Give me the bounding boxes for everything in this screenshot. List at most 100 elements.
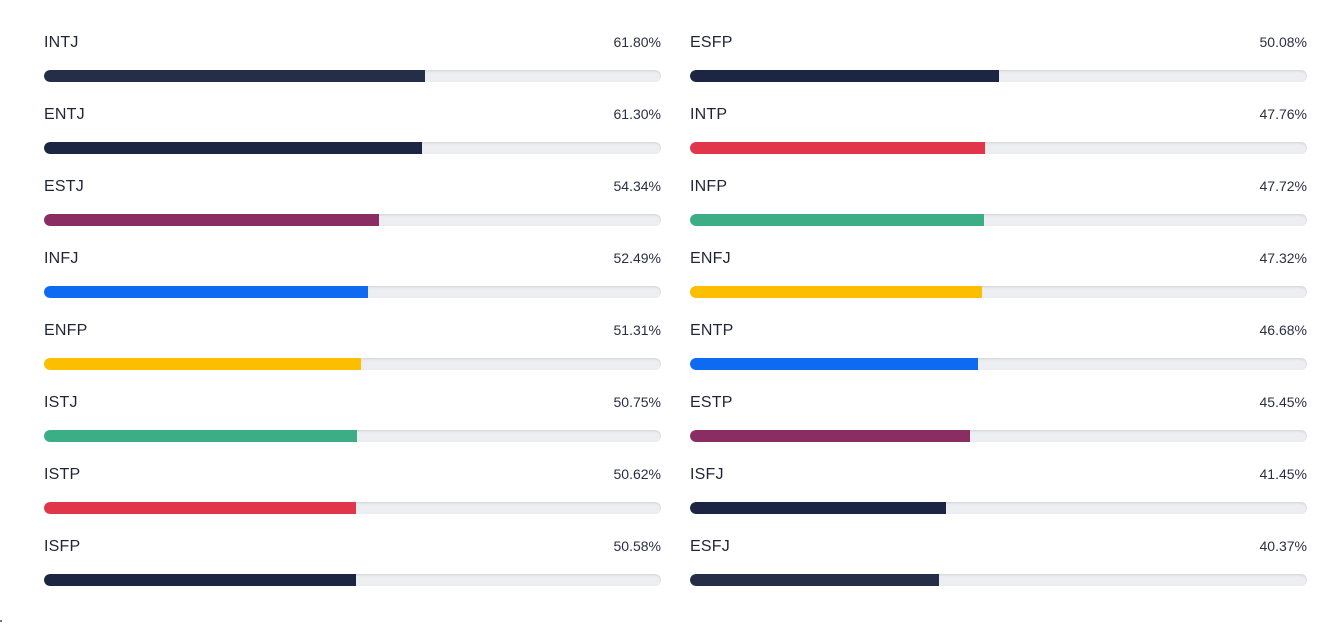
- progress-fill: [690, 502, 946, 514]
- percent-value: 50.58%: [613, 538, 661, 554]
- progress-item-estp: ESTP 45.45%: [690, 394, 1307, 466]
- progress-fill: [44, 502, 357, 514]
- progress-track: [690, 574, 1307, 586]
- percent-value: 47.72%: [1259, 178, 1307, 194]
- type-label: INTJ: [44, 34, 79, 51]
- percent-value: 46.68%: [1259, 322, 1307, 338]
- percent-value: 51.31%: [613, 322, 661, 338]
- progress-item-header: ESTJ 54.34%: [44, 178, 661, 202]
- progress-track: [690, 70, 1307, 82]
- progress-item-estj: ESTJ 54.34%: [44, 178, 661, 250]
- left-column: INTJ 61.80% ENTJ 61.30% ESTJ 54.34% INFJ 52.49%…: [44, 34, 661, 610]
- progress-track: [44, 70, 661, 82]
- progress-fill: [44, 142, 423, 154]
- progress-item-header: ISTJ 50.75%: [44, 394, 661, 418]
- progress-track: [690, 286, 1307, 298]
- progress-fill: [690, 214, 985, 226]
- percent-value: 41.45%: [1259, 466, 1307, 482]
- type-label: ISTJ: [44, 394, 78, 411]
- percent-value: 50.62%: [613, 466, 661, 482]
- type-label: ESFP: [690, 34, 733, 51]
- type-label: ENFP: [44, 322, 88, 339]
- progress-item-isfp: ISFP 50.58%: [44, 538, 661, 610]
- percent-value: 47.32%: [1259, 250, 1307, 266]
- progress-fill: [690, 286, 982, 298]
- progress-track: [690, 358, 1307, 370]
- progress-item-header: ENFP 51.31%: [44, 322, 661, 346]
- progress-fill: [690, 430, 971, 442]
- type-label: ESTP: [690, 394, 733, 411]
- percent-value: 50.08%: [1259, 34, 1307, 50]
- percent-value: 52.49%: [613, 250, 661, 266]
- progress-item-header: ENFJ 47.32%: [690, 250, 1307, 274]
- progress-fill: [44, 214, 380, 226]
- type-label: ISFJ: [690, 466, 724, 483]
- progress-item-header: ISTP 50.62%: [44, 466, 661, 490]
- percent-value: 50.75%: [613, 394, 661, 410]
- type-label: ISTP: [44, 466, 81, 483]
- type-label: ESTJ: [44, 178, 84, 195]
- progress-item-isfj: ISFJ 41.45%: [690, 466, 1307, 538]
- type-label: ENTJ: [44, 106, 85, 123]
- progress-item-intp: INTP 47.76%: [690, 106, 1307, 178]
- progress-fill: [690, 574, 940, 586]
- progress-item-infp: INFP 47.72%: [690, 178, 1307, 250]
- progress-item-enfj: ENFJ 47.32%: [690, 250, 1307, 322]
- progress-item-intj: INTJ 61.80%: [44, 34, 661, 106]
- progress-item-header: INFJ 52.49%: [44, 250, 661, 274]
- progress-fill: [690, 70, 999, 82]
- percent-value: 47.76%: [1259, 106, 1307, 122]
- progress-item-header: ENTP 46.68%: [690, 322, 1307, 346]
- progress-item-entp: ENTP 46.68%: [690, 322, 1307, 394]
- progress-item-header: ESTP 45.45%: [690, 394, 1307, 418]
- progress-track: [690, 214, 1307, 226]
- progress-item-header: INTJ 61.80%: [44, 34, 661, 58]
- progress-fill: [690, 358, 978, 370]
- percent-value: 45.45%: [1259, 394, 1307, 410]
- progress-fill: [44, 574, 357, 586]
- progress-track: [44, 574, 661, 586]
- percent-value: 40.37%: [1259, 538, 1307, 554]
- progress-item-header: ISFP 50.58%: [44, 538, 661, 562]
- percent-value: 54.34%: [613, 178, 661, 194]
- progress-fill: [690, 142, 985, 154]
- type-label: INTP: [690, 106, 728, 123]
- progress-track: [690, 142, 1307, 154]
- type-label: INFJ: [44, 250, 79, 267]
- progress-item-enfp: ENFP 51.31%: [44, 322, 661, 394]
- progress-item-header: INFP 47.72%: [690, 178, 1307, 202]
- progress-item-esfj: ESFJ 40.37%: [690, 538, 1307, 610]
- progress-track: [44, 502, 661, 514]
- personality-bars: INTJ 61.80% ENTJ 61.30% ESTJ 54.34% INFJ 52.49%…: [44, 34, 1307, 610]
- type-label: ESFJ: [690, 538, 730, 555]
- right-column: ESFP 50.08% INTP 47.76% INFP 47.72% ENFJ 47.32%…: [690, 34, 1307, 610]
- percent-value: 61.30%: [613, 106, 661, 122]
- progress-item-header: ISFJ 41.45%: [690, 466, 1307, 490]
- type-label: ENTP: [690, 322, 734, 339]
- progress-track: [44, 142, 661, 154]
- percent-value: 61.80%: [613, 34, 661, 50]
- progress-fill: [44, 286, 368, 298]
- progress-fill: [44, 430, 358, 442]
- progress-track: [44, 286, 661, 298]
- progress-fill: [44, 70, 426, 82]
- progress-track: [44, 358, 661, 370]
- progress-track: [690, 430, 1307, 442]
- progress-track: [690, 502, 1307, 514]
- progress-item-header: ENTJ 61.30%: [44, 106, 661, 130]
- progress-track: [44, 430, 661, 442]
- progress-item-header: INTP 47.76%: [690, 106, 1307, 130]
- progress-item-entj: ENTJ 61.30%: [44, 106, 661, 178]
- progress-item-header: ESFJ 40.37%: [690, 538, 1307, 562]
- type-label: ISFP: [44, 538, 81, 555]
- type-label: INFP: [690, 178, 728, 195]
- progress-item-istj: ISTJ 50.75%: [44, 394, 661, 466]
- corner-mark: [0, 620, 2, 622]
- progress-track: [44, 214, 661, 226]
- type-label: ENFJ: [690, 250, 731, 267]
- progress-fill: [44, 358, 361, 370]
- progress-item-istp: ISTP 50.62%: [44, 466, 661, 538]
- progress-item-infj: INFJ 52.49%: [44, 250, 661, 322]
- progress-item-esfp: ESFP 50.08%: [690, 34, 1307, 106]
- progress-item-header: ESFP 50.08%: [690, 34, 1307, 58]
